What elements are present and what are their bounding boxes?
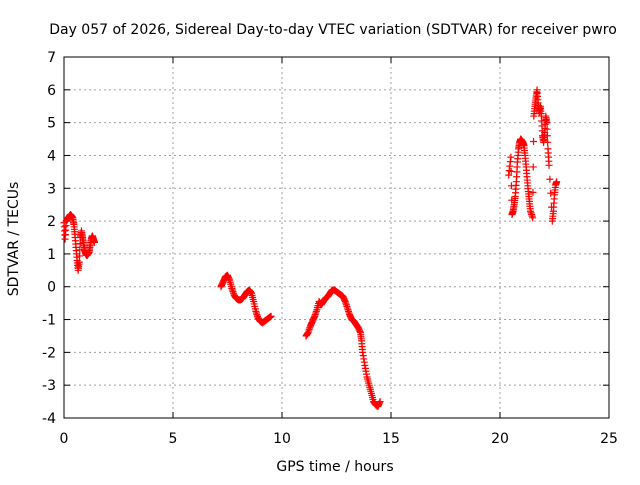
y-tick-label: -4 bbox=[42, 411, 56, 427]
data-point-marker bbox=[529, 163, 537, 171]
data-point-marker bbox=[507, 153, 515, 161]
y-tick-label: 4 bbox=[47, 148, 56, 164]
data-point-marker bbox=[543, 119, 551, 127]
data-point-marker bbox=[76, 246, 84, 254]
axis-ticks: 0 5 10 15 20 25 -4 -3 -2 -1 0 1 2 3 4 5 6 7 bbox=[42, 50, 618, 447]
x-axis-label: GPS time / hours bbox=[276, 459, 393, 475]
data-point-marker bbox=[543, 132, 551, 140]
data-point-marker bbox=[76, 252, 84, 260]
y-tick-label: 3 bbox=[47, 181, 56, 197]
plot-area-frame bbox=[63, 56, 610, 419]
data-point-marker bbox=[376, 398, 384, 406]
data-point-marker bbox=[267, 312, 275, 320]
x-tick-label: 0 bbox=[60, 431, 69, 447]
y-tick-label: 5 bbox=[47, 116, 56, 132]
data-point-marker bbox=[546, 175, 554, 183]
y-tick-label: 6 bbox=[47, 83, 56, 99]
data-point-marker bbox=[547, 189, 555, 197]
data-point-marker bbox=[530, 138, 538, 146]
data-point-marker bbox=[544, 138, 552, 146]
y-tick-label: -1 bbox=[42, 313, 56, 329]
data-point-marker bbox=[529, 188, 537, 196]
x-tick-label: 5 bbox=[169, 431, 178, 447]
y-tick-label: 0 bbox=[47, 280, 56, 296]
y-tick-label: -3 bbox=[42, 378, 56, 394]
data-points bbox=[60, 86, 561, 411]
x-tick-label: 15 bbox=[382, 431, 400, 447]
y-tick-label: 1 bbox=[47, 247, 56, 263]
x-tick-label: 10 bbox=[273, 431, 291, 447]
chart-title: Day 057 of 2026, Sidereal Day-to-day VTE… bbox=[49, 22, 617, 38]
y-tick-label: 7 bbox=[47, 50, 56, 66]
data-point-marker bbox=[75, 258, 83, 266]
data-point-marker bbox=[91, 238, 99, 246]
data-point-marker bbox=[543, 125, 551, 133]
data-point-marker bbox=[529, 214, 537, 222]
x-tick-label: 25 bbox=[600, 431, 618, 447]
data-point-marker bbox=[545, 161, 553, 169]
grid-lines bbox=[64, 57, 609, 418]
data-point-marker bbox=[553, 178, 561, 186]
y-tick-label: 2 bbox=[47, 214, 56, 230]
y-axis-label: SDTVAR / TECUs bbox=[6, 182, 22, 297]
y-tick-label: -2 bbox=[42, 345, 56, 361]
x-tick-label: 20 bbox=[491, 431, 509, 447]
